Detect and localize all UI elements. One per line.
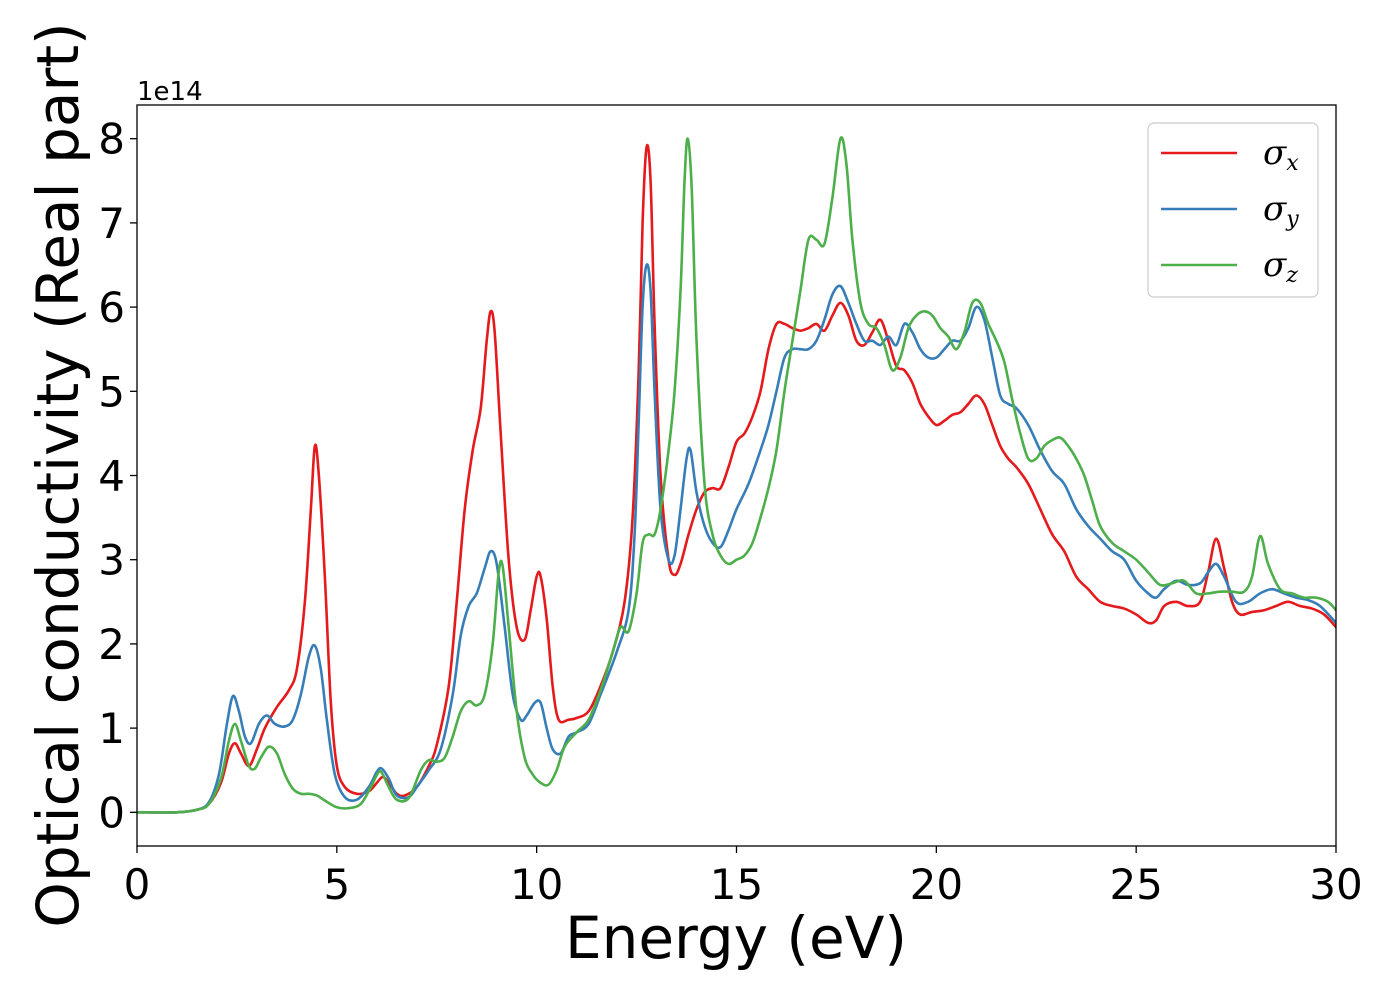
legend-label-y: σy — [1263, 189, 1299, 232]
x-tick-label: 20 — [910, 860, 963, 909]
y-tick-label: 0 — [98, 788, 125, 837]
series-line-y — [137, 263, 1336, 814]
y-tick-label: 1 — [98, 704, 125, 753]
y-offset-label: 1e14 — [137, 77, 203, 107]
y-tick-label: 4 — [98, 452, 125, 501]
x-tick-label: 5 — [323, 860, 350, 909]
y-tick-label: 5 — [98, 367, 125, 416]
y-axis: 0 1 2 3 4 5 6 7 8 — [98, 115, 137, 837]
y-tick-label: 8 — [98, 115, 125, 164]
legend-label-x: σx — [1263, 133, 1299, 176]
x-tick-label: 0 — [124, 860, 151, 909]
x-tick-label: 10 — [510, 860, 563, 909]
y-tick-label: 2 — [98, 620, 125, 669]
legend: σx σy σz — [1147, 122, 1319, 298]
y-tick-label: 3 — [98, 536, 125, 585]
series-layer — [137, 136, 1336, 814]
series-line-z — [137, 136, 1336, 814]
y-tick-label: 7 — [98, 199, 125, 248]
x-tick-label: 15 — [710, 860, 763, 909]
x-tick-label: 25 — [1109, 860, 1162, 909]
legend-label-z: σz — [1263, 245, 1298, 288]
y-tick-label: 6 — [98, 283, 125, 332]
x-tick-label: 30 — [1309, 860, 1362, 909]
y-axis-label: Optical conductivity (Real part) — [24, 22, 92, 927]
x-axis-label: Energy (eV) — [565, 904, 907, 972]
x-axis: 0 5 10 15 20 25 30 — [124, 846, 1363, 909]
